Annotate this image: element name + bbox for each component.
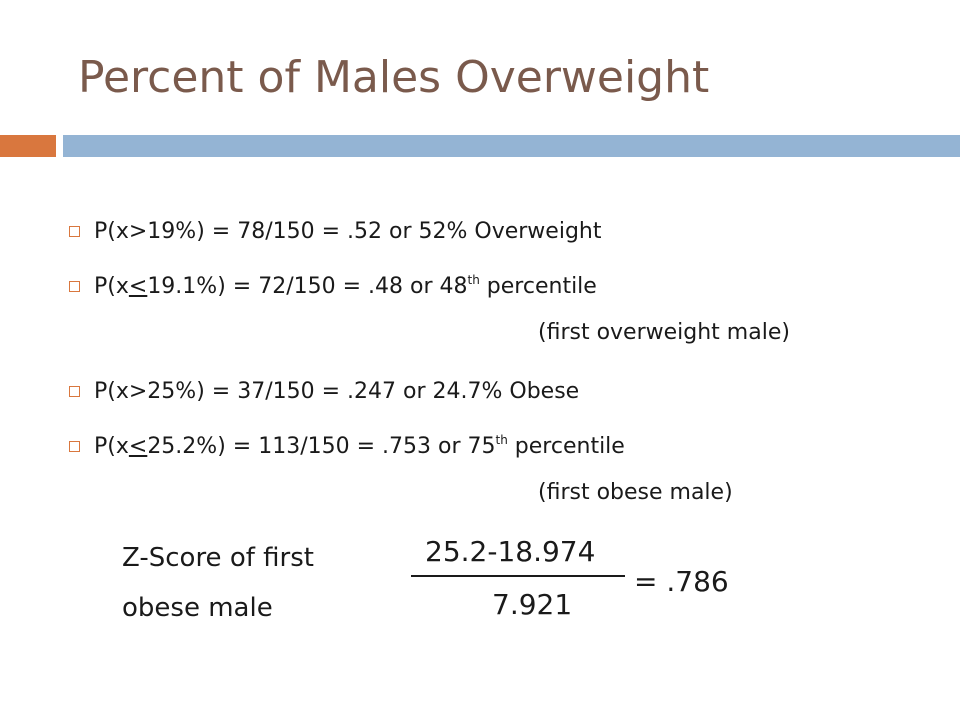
bullet-2-le-symbol: < [128, 274, 148, 299]
bullet-square-icon [69, 386, 80, 397]
accent-bar-orange [0, 135, 56, 157]
bullet-square-icon [69, 441, 80, 452]
bullet-square-icon [69, 281, 80, 292]
zscore-result: = .786 [634, 565, 729, 598]
fraction-bar [411, 575, 625, 577]
bullet-3-text: P(x>25%) = 37/150 = .247 or 24.7% Obese [94, 379, 580, 404]
bullet-2-sup: th [467, 273, 480, 287]
bullet-2-pre: P(x [94, 274, 129, 299]
bullet-2-continuation: (first overweight male) [538, 320, 790, 345]
bullet-2-mid: 19.1%) = 72/150 = .48 or 48 [147, 274, 468, 299]
bullet-2-post: percentile [479, 274, 597, 299]
bullet-text-4: P(x<25.2%) = 113/150 = .753 or 75th perc… [94, 432, 625, 462]
zscore-numerator: 25.2-18.974 [425, 535, 596, 568]
zscore-denominator: 7.921 [492, 588, 573, 621]
bullet-4-mid: 25.2%) = 113/150 = .753 or 75 [147, 434, 496, 459]
accent-bar-blue [63, 135, 960, 157]
zscore-label-line1: Z-Score of first [122, 543, 314, 573]
bullet-4-sup: th [495, 433, 508, 447]
bullet-square-icon [69, 226, 80, 237]
zscore-label-line2: obese male [122, 593, 273, 623]
bullet-4-le-symbol: < [128, 434, 148, 459]
bullet-4-pre: P(x [94, 434, 129, 459]
bullet-4-post: percentile [507, 434, 625, 459]
bullet-text-2: P(x<19.1%) = 72/150 = .48 or 48th percen… [94, 272, 597, 302]
bullet-text-1: P(x>19%) = 78/150 = .52 or 52% Overweigh… [94, 217, 601, 247]
bullet-4-continuation: (first obese male) [538, 480, 733, 505]
bullet-1-text: P(x>19%) = 78/150 = .52 or 52% Overweigh… [94, 219, 602, 244]
slide-title: Percent of Males Overweight [78, 52, 710, 103]
bullet-text-3: P(x>25%) = 37/150 = .247 or 24.7% Obese [94, 377, 579, 407]
